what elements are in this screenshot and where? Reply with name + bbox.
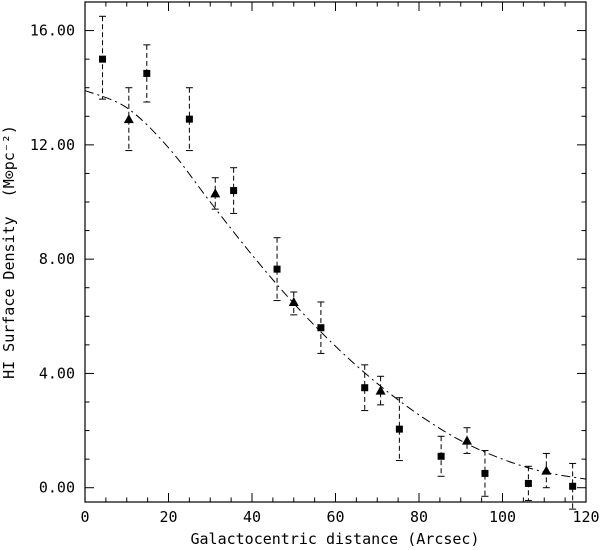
x-tick-label: 120 (572, 508, 599, 526)
fit-curve (84, 90, 587, 480)
triangle-marker (288, 297, 299, 306)
triangle-marker (123, 114, 134, 124)
x-axis-label: Galactocentric distance (Arcsec) (191, 530, 480, 548)
square-data-point (230, 167, 238, 214)
square-data-point (395, 397, 403, 462)
square-data-point (569, 462, 577, 510)
x-tick-label: 80 (410, 508, 428, 526)
triangle-marker (210, 188, 221, 198)
square-data-point (185, 87, 193, 152)
square-marker (481, 469, 489, 477)
square-marker (524, 479, 532, 487)
square-marker (361, 384, 369, 392)
square-marker (143, 69, 151, 77)
square-marker (317, 324, 325, 332)
square-data-point (481, 450, 489, 497)
y-axis-label-group: HI Surface Density (M⊙pc⁻²) (0, 125, 18, 379)
square-marker (569, 482, 577, 490)
x-tick-label: 40 (243, 508, 261, 526)
axis-ticks (84, 2, 587, 502)
y-tick-label: 12.00 (30, 136, 75, 154)
square-data-point (143, 44, 151, 103)
x-tick-label: 20 (159, 508, 177, 526)
square-marker (437, 452, 445, 460)
svg-text:HI Surface Density (M⊙pc: HI Surface Density (M⊙pc⁻²) (0, 125, 18, 379)
triangle-data-point (375, 375, 386, 406)
y-tick-labels: 0.00 4.00 8.00 12.00 16.00 (30, 22, 75, 497)
square-data-point (273, 237, 281, 302)
triangle-data-point (288, 291, 299, 316)
square-data-point (437, 435, 445, 477)
triangle-data-point (123, 87, 134, 152)
y-axis-unit: (M⊙pc⁻²) (0, 125, 18, 197)
square-marker (185, 115, 193, 123)
y-tick-label: 16.00 (30, 22, 75, 40)
square-data-point (361, 364, 369, 412)
triangle-marker (375, 385, 386, 395)
square-marker (395, 425, 403, 433)
x-tick-label: 0 (80, 508, 89, 526)
square-marker (99, 55, 107, 63)
triangle-data-point (462, 427, 473, 454)
square-marker (230, 187, 238, 195)
triangle-data-point (210, 177, 221, 210)
x-tick-labels: 0 20 40 60 80 100 120 (80, 508, 599, 526)
square-marker (273, 265, 281, 273)
y-tick-label: 0.00 (39, 479, 75, 497)
triangle-marker (541, 465, 552, 475)
square-data-point (99, 15, 107, 100)
data-points (99, 15, 577, 510)
y-tick-label: 4.00 (39, 364, 75, 382)
square-data-point (317, 301, 325, 354)
triangle-data-point (541, 452, 552, 489)
x-tick-label: 100 (489, 508, 516, 526)
plot-frame (84, 1, 587, 503)
x-tick-label: 60 (326, 508, 344, 526)
square-data-point (524, 465, 532, 502)
y-tick-label: 8.00 (39, 250, 75, 268)
y-axis-label: HI Surface Density (0, 216, 18, 379)
triangle-marker (462, 435, 473, 445)
